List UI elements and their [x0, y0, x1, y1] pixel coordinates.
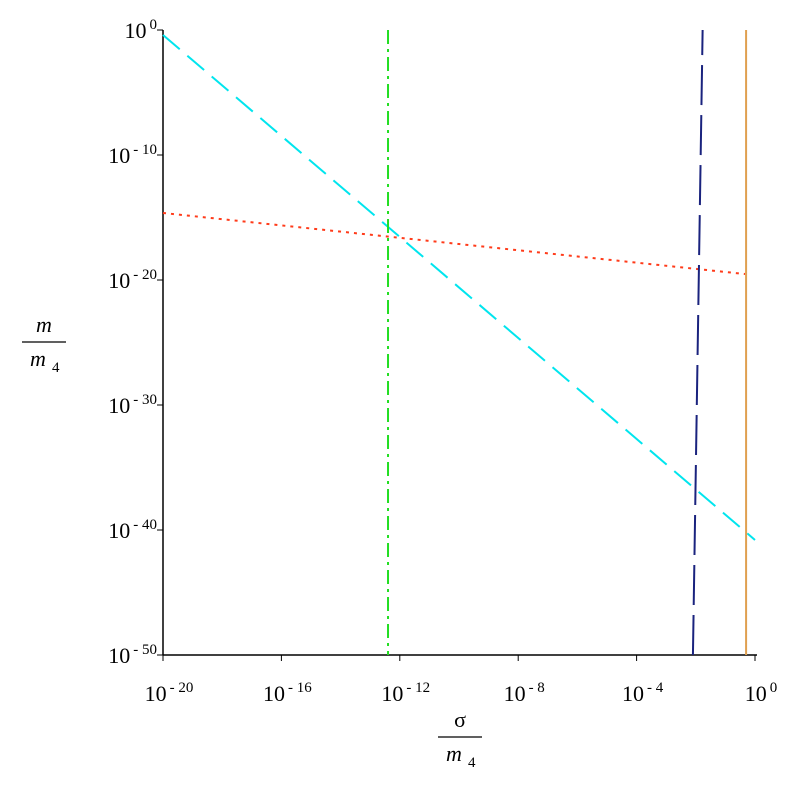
tick-exponent: - 20 [133, 267, 157, 283]
tick-base: 10 [108, 143, 130, 168]
y-label-numerator: m [36, 312, 52, 337]
x-label-denominator: m [446, 741, 462, 766]
tick-base: 10 [145, 681, 167, 706]
tick-base: 10 [108, 268, 130, 293]
tick-base: 10 [381, 681, 403, 706]
tick-base: 10 [125, 18, 147, 43]
x-tick-label: 10 0 [745, 680, 778, 706]
y-label-denominator: m [30, 346, 46, 371]
tick-base: 10 [108, 643, 130, 668]
y-tick-label: 10 0 [125, 17, 158, 43]
tick-base: 10 [622, 681, 644, 706]
tick-exponent: 0 [150, 17, 158, 33]
tick-exponent: - 10 [133, 142, 157, 158]
y-axis-label: m m 4 [22, 312, 66, 376]
y-tick-label: 10- 50 [108, 642, 157, 668]
series-line [162, 34, 756, 541]
tick-base: 10 [263, 681, 285, 706]
tick-exponent: - 8 [529, 680, 545, 696]
tick-base: 10 [745, 681, 767, 706]
tick-exponent: - 50 [133, 642, 157, 658]
tick-exponent: - 16 [288, 680, 312, 696]
series-line [691, 29, 704, 656]
tick-exponent: - 20 [170, 680, 194, 696]
tick-exponent: 0 [770, 680, 778, 696]
y-tick-label: 10- 20 [108, 267, 157, 293]
y-tick-label: 10- 30 [108, 392, 157, 418]
y-tick-label: 10- 40 [108, 517, 157, 543]
tick-exponent: - 40 [133, 517, 157, 533]
x-tick-label: 10- 8 [504, 680, 545, 706]
x-axis-label: σ m 4 [438, 707, 482, 771]
x-tick-label: 10- 16 [263, 680, 312, 706]
tick-base: 10 [108, 393, 130, 418]
tick-exponent: - 4 [647, 680, 664, 696]
tick-exponent: - 12 [406, 680, 430, 696]
tick-base: 10 [504, 681, 526, 706]
x-label-subscript: 4 [468, 755, 476, 771]
series-line [162, 211, 746, 276]
y-tick-label: 10- 10 [108, 142, 157, 168]
tick-exponent: - 30 [133, 392, 157, 408]
x-tick-label: 10- 20 [145, 680, 194, 706]
tick-base: 10 [108, 518, 130, 543]
y-label-subscript: 4 [52, 360, 60, 376]
x-tick-label: 10- 12 [381, 680, 430, 706]
x-tick-label: 10- 4 [622, 680, 664, 706]
x-label-numerator: σ [454, 707, 466, 732]
